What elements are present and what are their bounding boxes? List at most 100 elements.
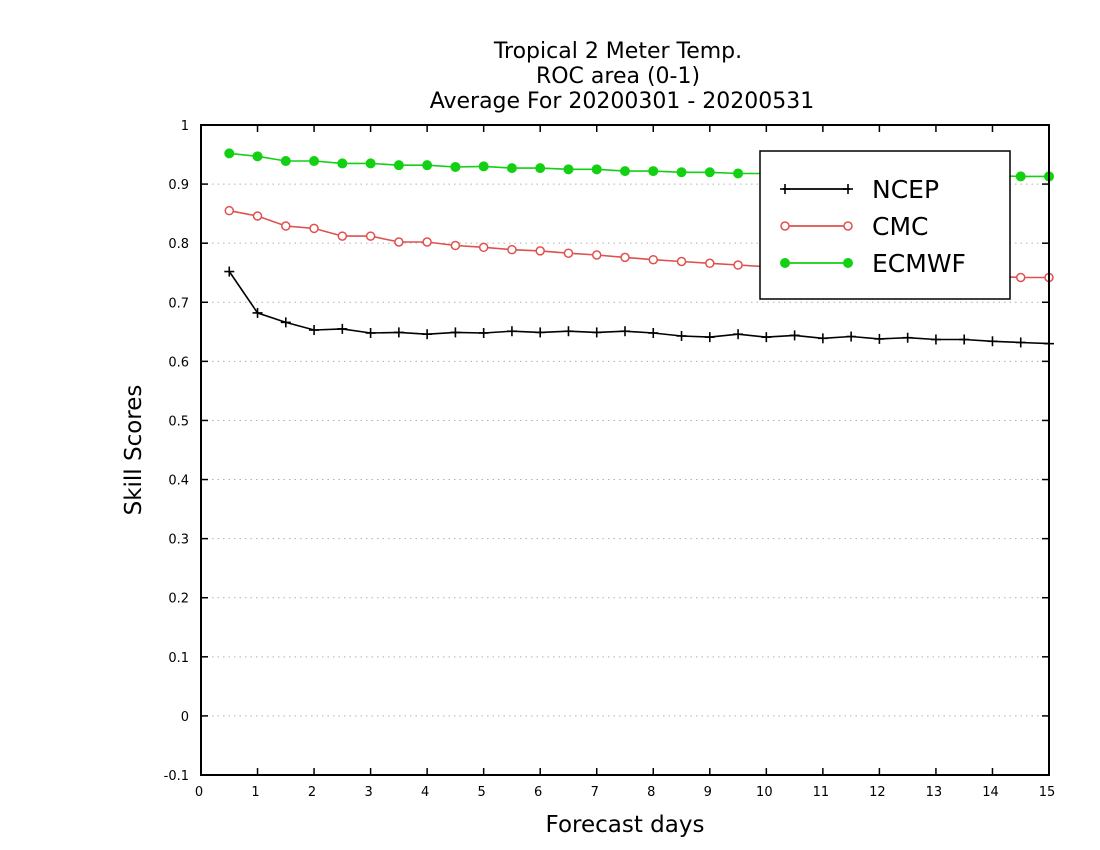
x-tick-label: 5 bbox=[478, 785, 486, 800]
data-point-ecmwf bbox=[620, 166, 630, 177]
data-point-ncep bbox=[959, 334, 970, 345]
data-point-cmc bbox=[591, 250, 602, 260]
data-point-cmc bbox=[648, 254, 659, 265]
y-tick-label: 0.1 bbox=[168, 651, 189, 666]
data-point-ncep bbox=[563, 326, 574, 337]
x-tick-label: 0 bbox=[195, 785, 203, 800]
data-point-ncep bbox=[761, 332, 772, 343]
data-point-ncep bbox=[789, 330, 800, 341]
data-point-cmc bbox=[252, 211, 263, 221]
data-point-cmc bbox=[620, 252, 630, 263]
data-point-cmc bbox=[365, 231, 376, 241]
plot-frame bbox=[200, 124, 1050, 776]
data-point-ncep bbox=[817, 333, 828, 344]
y-tick-label: 0.8 bbox=[168, 237, 189, 252]
chart-title-line-3: Average For 20200301 - 20200531 bbox=[430, 89, 815, 114]
data-point-ecmwf bbox=[563, 164, 574, 175]
x-tick-label: 8 bbox=[647, 785, 655, 800]
data-point-ecmwf bbox=[733, 168, 744, 179]
data-point-ecmwf bbox=[591, 164, 602, 175]
data-point-ncep bbox=[280, 317, 291, 328]
data-point-ncep bbox=[676, 330, 687, 341]
legend-entry-ncep: NCEP bbox=[780, 175, 939, 204]
data-point-ecmwf bbox=[224, 148, 235, 159]
legend-label: CMC bbox=[872, 212, 928, 241]
data-point-ncep bbox=[846, 331, 857, 342]
data-point-ecmwf bbox=[365, 158, 376, 169]
data-point-ncep bbox=[1015, 337, 1026, 348]
data-point-ncep bbox=[733, 329, 744, 340]
x-tick-label: 10 bbox=[756, 785, 773, 800]
data-point-ecmwf bbox=[535, 163, 546, 174]
x-tick-label: 7 bbox=[591, 785, 599, 800]
data-point-ncep bbox=[506, 326, 517, 337]
data-point-ncep bbox=[704, 332, 715, 343]
data-point-cmc bbox=[224, 205, 235, 216]
data-point-cmc bbox=[563, 248, 574, 258]
data-point-ncep bbox=[591, 327, 602, 338]
legend-marker bbox=[780, 184, 790, 194]
x-tick-label: 11 bbox=[813, 785, 830, 800]
data-point-ncep bbox=[902, 332, 913, 343]
data-point-ncep bbox=[224, 266, 235, 277]
y-tick-label: 0.4 bbox=[168, 474, 189, 489]
y-axis-title: Skill Scores bbox=[121, 385, 147, 516]
legend-marker bbox=[843, 258, 853, 268]
data-point-ncep bbox=[930, 334, 941, 345]
x-tick-label: 2 bbox=[308, 785, 316, 800]
data-point-cmc bbox=[478, 242, 489, 253]
legend-marker bbox=[780, 258, 790, 268]
legend-box bbox=[759, 150, 1011, 300]
data-point-ncep bbox=[987, 336, 998, 347]
x-tick-label: 1 bbox=[251, 785, 259, 800]
data-point-cmc bbox=[1015, 272, 1026, 283]
data-point-ecmwf bbox=[704, 167, 715, 178]
legend-marker bbox=[843, 221, 853, 231]
x-tick-label: 6 bbox=[534, 785, 542, 800]
x-tick-label: 3 bbox=[364, 785, 372, 800]
data-point-cmc bbox=[535, 246, 545, 256]
x-tick-label: 4 bbox=[421, 785, 429, 800]
data-point-ecmwf bbox=[309, 156, 320, 167]
data-point-cmc bbox=[309, 223, 319, 234]
chart-title-line-1: Tropical 2 Meter Temp. bbox=[493, 39, 742, 64]
x-tick-label: 12 bbox=[869, 785, 886, 800]
data-point-cmc bbox=[337, 231, 348, 241]
data-point-ecmwf bbox=[506, 163, 517, 174]
data-point-ncep bbox=[620, 326, 630, 337]
data-point-cmc bbox=[450, 240, 461, 251]
data-point-cmc bbox=[507, 244, 517, 255]
grid bbox=[201, 183, 1049, 717]
y-tick-label: 0.3 bbox=[168, 533, 189, 548]
data-point-ecmwf bbox=[337, 158, 348, 169]
x-tick-label: 14 bbox=[982, 785, 999, 800]
y-tick-label: 0.2 bbox=[168, 592, 189, 607]
data-point-ecmwf bbox=[280, 156, 291, 167]
y-tick-label: 0.5 bbox=[168, 414, 189, 429]
data-point-ecmwf bbox=[1015, 171, 1026, 182]
data-point-ecmwf bbox=[648, 166, 659, 177]
data-point-ncep bbox=[393, 327, 404, 338]
legend-marker bbox=[780, 221, 790, 231]
data-point-cmc bbox=[422, 237, 432, 247]
data-point-ncep bbox=[874, 333, 885, 344]
data-point-ecmwf bbox=[676, 167, 687, 178]
legend-entry-ecmwf: ECMWF bbox=[780, 249, 966, 278]
y-tick-label: 1 bbox=[181, 119, 189, 134]
data-point-ecmwf bbox=[393, 160, 404, 171]
x-axis-title: Forecast days bbox=[546, 812, 705, 838]
chart-title-line-2: ROC area (0-1) bbox=[536, 64, 700, 89]
x-tick-label: 13 bbox=[926, 785, 943, 800]
data-point-ncep bbox=[422, 329, 433, 340]
y-tick-label: 0.6 bbox=[168, 355, 189, 370]
legend: NCEP CMC ECMWF bbox=[759, 150, 1011, 300]
data-point-ecmwf bbox=[252, 151, 263, 162]
data-point-ncep bbox=[450, 327, 461, 338]
data-point-ncep bbox=[252, 307, 263, 318]
y-tick-label: 0.7 bbox=[168, 296, 189, 311]
data-point-cmc bbox=[281, 221, 291, 231]
data-point-ncep bbox=[337, 323, 348, 334]
data-point-ecmwf bbox=[422, 160, 433, 171]
data-point-cmc bbox=[733, 260, 743, 270]
